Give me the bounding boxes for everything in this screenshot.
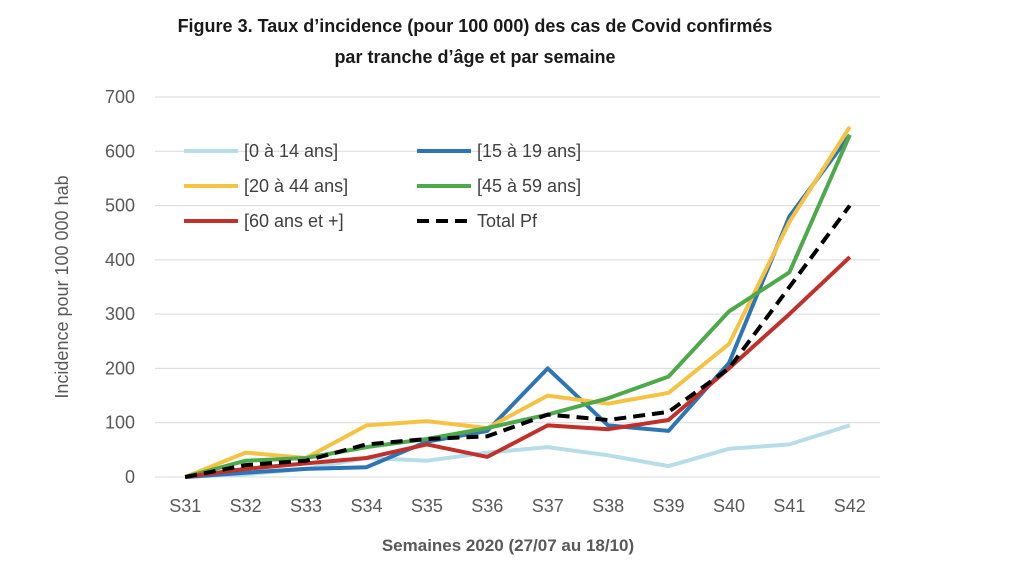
chart-title-line1: Figure 3. Taux d’incidence (pour 100 000… bbox=[178, 16, 773, 36]
x-tick-label: S41 bbox=[773, 496, 805, 516]
legend-label: [0 à 14 ans] bbox=[244, 141, 338, 161]
y-tick-label: 500 bbox=[105, 196, 135, 216]
y-tick-label: 600 bbox=[105, 141, 135, 161]
x-tick-label: S34 bbox=[350, 496, 382, 516]
gridlines bbox=[155, 96, 880, 478]
y-tick-label: 300 bbox=[105, 304, 135, 324]
series-line bbox=[184, 255, 852, 479]
series-line bbox=[184, 134, 852, 479]
legend: [0 à 14 ans] [15 à 19 ans] [20 à 44 ans] [4… bbox=[184, 141, 581, 231]
x-tick-label: S38 bbox=[592, 496, 624, 516]
y-tick-label: 0 bbox=[125, 467, 135, 487]
y-tick-label: 700 bbox=[105, 87, 135, 107]
y-axis-title: Incidence pour 100 000 hab bbox=[52, 175, 72, 398]
y-tick-label: 100 bbox=[105, 413, 135, 433]
series-line bbox=[184, 204, 852, 479]
x-tick-label: S37 bbox=[532, 496, 564, 516]
y-tick-label: 200 bbox=[105, 358, 135, 378]
legend-label: Total Pf bbox=[477, 211, 538, 231]
x-tick-label: S35 bbox=[411, 496, 443, 516]
y-tick-label: 400 bbox=[105, 250, 135, 270]
legend-label: [45 à 59 ans] bbox=[477, 176, 581, 196]
y-axis-ticks: 0 100 200 300 400 500 600 700 bbox=[105, 87, 135, 487]
x-tick-label: S33 bbox=[290, 496, 322, 516]
chart-title-line2: par tranche d’âge et par semaine bbox=[334, 47, 615, 67]
series-line bbox=[185, 133, 852, 479]
x-tick-label: S32 bbox=[230, 496, 262, 516]
x-tick-label: S36 bbox=[471, 496, 503, 516]
x-tick-label: S42 bbox=[834, 496, 866, 516]
x-axis-ticks: S31 S32 S33 S34 S35 S36 S37 S38 S39 S40 S41 S42 bbox=[169, 496, 866, 516]
series-lines bbox=[184, 125, 852, 479]
legend-label: [20 à 44 ans] bbox=[244, 176, 348, 196]
x-tick-label: S31 bbox=[169, 496, 201, 516]
legend-label: [60 ans et +] bbox=[244, 211, 344, 231]
x-axis-title: Semaines 2020 (27/07 au 18/10) bbox=[382, 536, 634, 555]
x-tick-label: S40 bbox=[713, 496, 745, 516]
x-tick-label: S39 bbox=[653, 496, 685, 516]
legend-label: [15 à 19 ans] bbox=[477, 141, 581, 161]
